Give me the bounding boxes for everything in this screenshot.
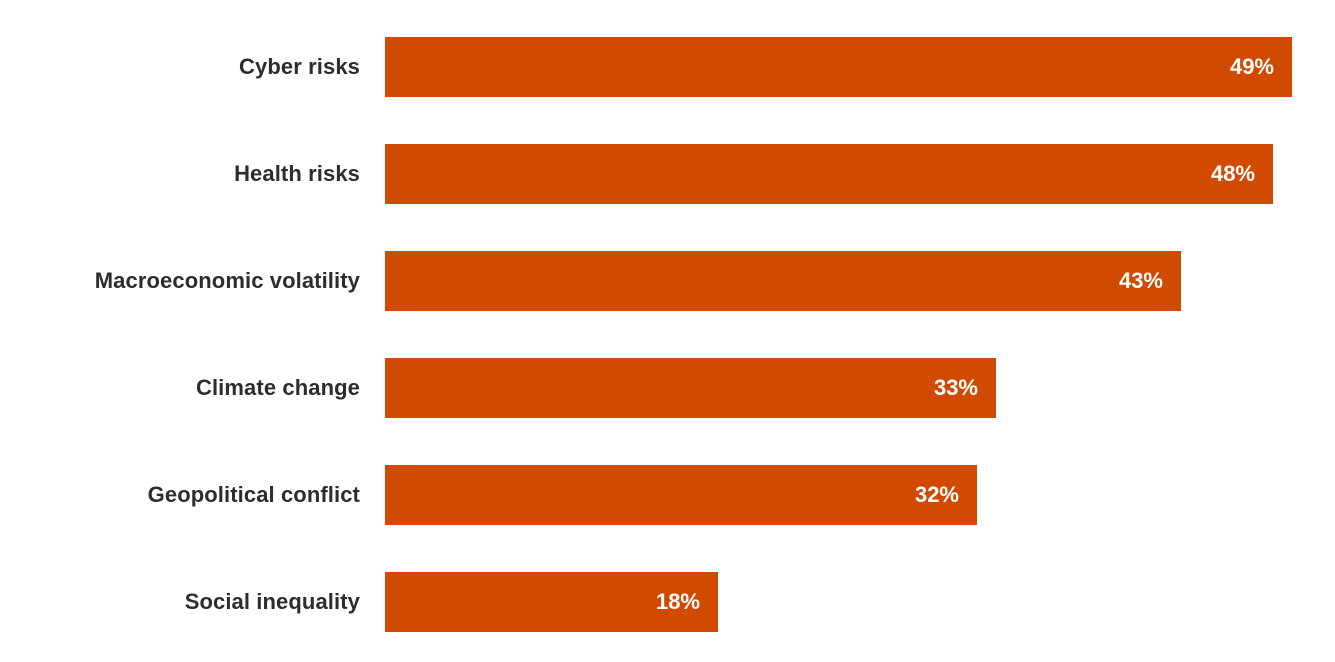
value-label: 18% — [655, 589, 700, 614]
bar-track: 49% — [385, 37, 1335, 97]
category-label: Macroeconomic volatility — [94, 268, 360, 293]
bar-track: 48% — [385, 144, 1335, 204]
bar-track: 32% — [385, 465, 1335, 525]
bar-track: 43% — [385, 251, 1335, 311]
bar-track: 18% — [385, 572, 1335, 632]
value-label: 32% — [914, 482, 959, 507]
bar: 43% — [385, 251, 1181, 311]
category-label: Climate change — [195, 375, 360, 400]
category-label: Social inequality — [184, 589, 360, 614]
chart-row: Climate change 33% — [0, 358, 1335, 418]
bar: 48% — [385, 144, 1273, 204]
value-label: 48% — [1210, 161, 1255, 186]
value-label: 33% — [933, 375, 978, 400]
chart-row: Macroeconomic volatility 43% — [0, 251, 1335, 311]
bar-chart: Cyber risks 49% Health risks 48% Macroeconom… — [0, 37, 1335, 632]
bar: 49% — [385, 37, 1292, 97]
chart-row: Social inequality 18% — [0, 572, 1335, 632]
category-label: Health risks — [234, 161, 360, 186]
bar: 33% — [385, 358, 996, 418]
value-label: 49% — [1229, 54, 1274, 79]
bar: 18% — [385, 572, 718, 632]
bar-track: 33% — [385, 358, 1335, 418]
bar: 32% — [385, 465, 977, 525]
value-label: 43% — [1118, 268, 1163, 293]
category-label: Cyber risks — [239, 54, 360, 79]
chart-row: Geopolitical conflict 32% — [0, 465, 1335, 525]
category-label: Geopolitical conflict — [147, 482, 360, 507]
chart-row: Health risks 48% — [0, 144, 1335, 204]
chart-row: Cyber risks 49% — [0, 37, 1335, 97]
